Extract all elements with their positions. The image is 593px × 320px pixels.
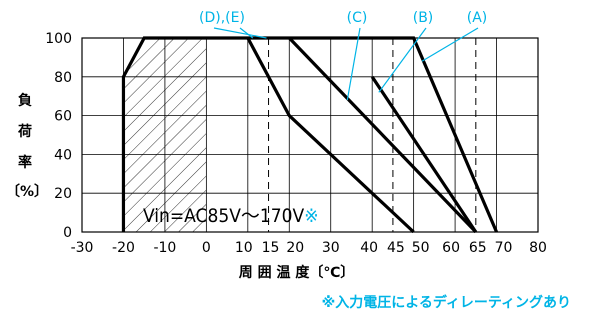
leader-line — [346, 27, 361, 101]
y-axis-unit: 〔%〕 — [6, 184, 49, 200]
y-axis-label-char-2: 荷 — [18, 124, 32, 140]
y-tick-label: 100 — [45, 31, 72, 47]
y-axis-label-char-1: 負 — [18, 93, 32, 109]
leader-line — [213, 27, 267, 39]
leader-line — [421, 27, 479, 62]
x-tick-label: 15 — [262, 240, 280, 256]
y-tick-label: 60 — [54, 109, 72, 125]
series-line — [288, 36, 477, 234]
y-axis-label-char-3: 率 — [18, 155, 32, 171]
y-tick-label: 20 — [54, 186, 72, 202]
x-tick-label: 40 — [360, 240, 378, 256]
x-tick-label: 45 — [387, 240, 405, 256]
series-label: (A) — [467, 10, 488, 26]
series-label: (D),(E) — [199, 10, 245, 26]
leader-line — [378, 27, 427, 93]
leader-lines — [213, 27, 479, 101]
series-label: (B) — [413, 10, 434, 26]
x-axis-label: 周 囲 温 度〔℃〕 — [238, 265, 355, 281]
x-tick-label: -20 — [112, 240, 135, 256]
x-tick-label: 70 — [495, 240, 513, 256]
x-tick-label: -30 — [71, 240, 94, 256]
x-tick-label: 80 — [529, 240, 547, 256]
y-tick-labels: 0 20 40 60 80 100 — [45, 31, 72, 241]
y-tick-label: 80 — [54, 70, 72, 86]
x-tick-label: 20 — [286, 240, 304, 256]
series-label: (C) — [347, 10, 368, 26]
series-line — [246, 37, 415, 234]
leader-line — [239, 27, 254, 39]
series-lines — [121, 36, 499, 234]
x-tick-label: 30 — [322, 240, 340, 256]
dashed-lines — [268, 38, 477, 232]
input-voltage-annotation: Vin=AC85V～170V※ — [143, 205, 319, 227]
series-line — [370, 75, 478, 233]
x-tick-labels: -30 -20 -10 0 10 15 20 30 40 45 50 60 65 70 80 — [71, 240, 547, 256]
series-labels: (D),(E) (C) (B) (A) — [199, 10, 487, 26]
x-tick-label: 10 — [235, 240, 253, 256]
y-tick-label: 0 — [63, 225, 72, 241]
y-tick-label: 40 — [54, 147, 72, 163]
x-tick-label: -10 — [153, 240, 176, 256]
x-tick-label: 60 — [442, 240, 460, 256]
x-tick-label: 0 — [202, 240, 211, 256]
series-line — [121, 36, 499, 233]
x-tick-label: 50 — [412, 240, 430, 256]
derating-footnote: ※入力電圧によるディレーティングあり — [321, 295, 571, 311]
x-tick-label: 65 — [469, 240, 487, 256]
